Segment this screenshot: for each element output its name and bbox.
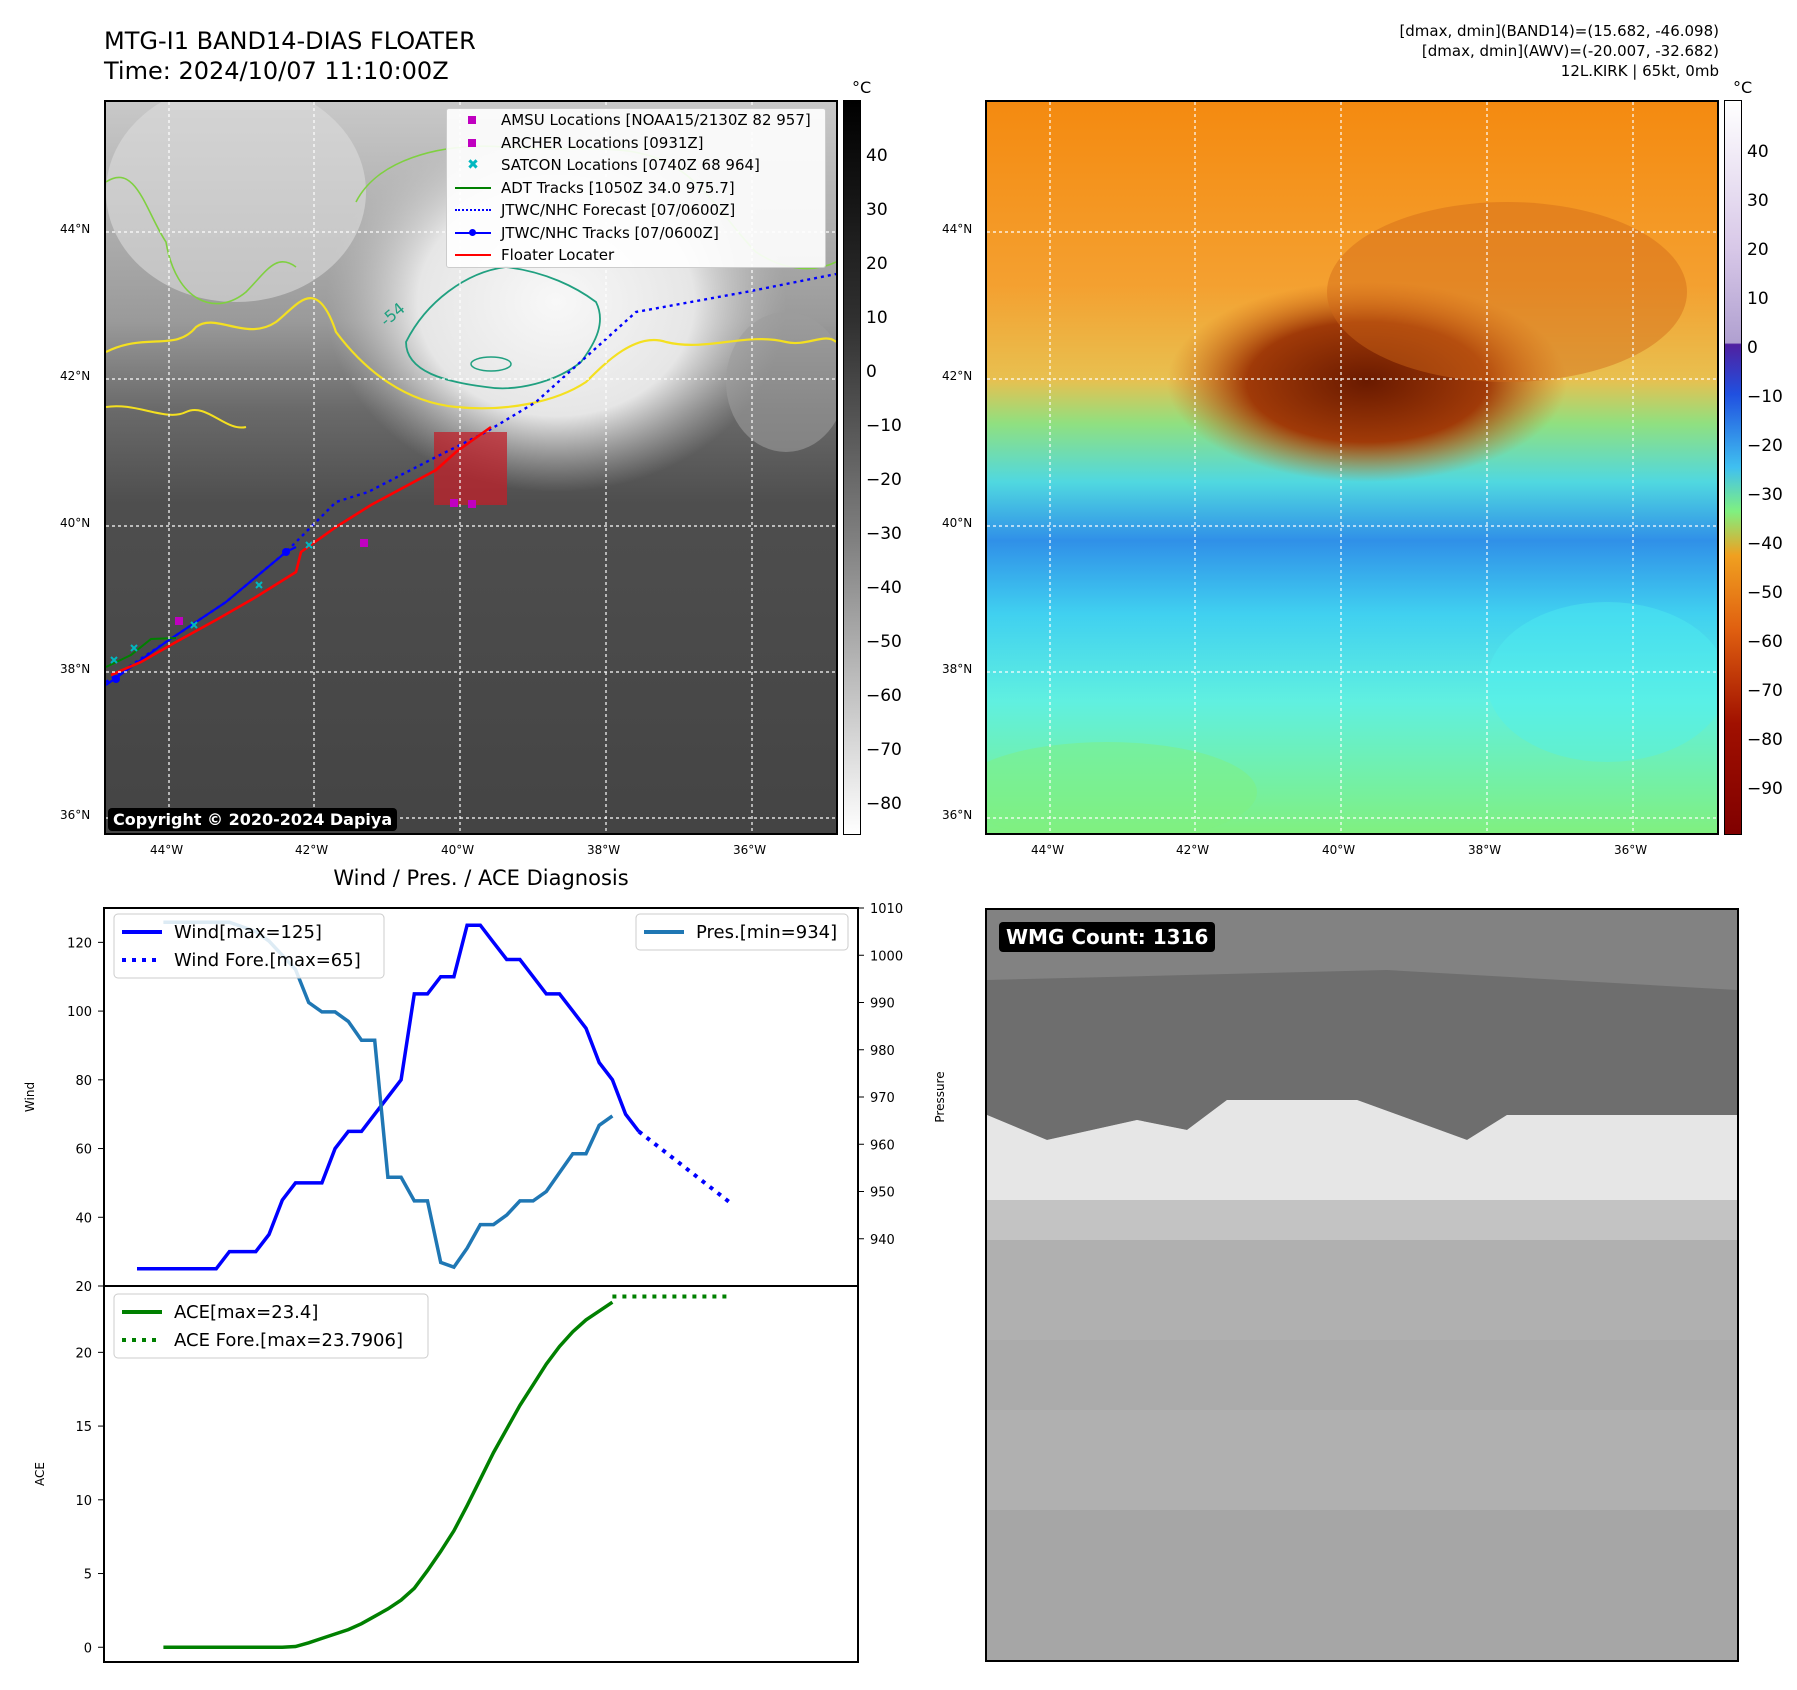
ir-colorbar bbox=[843, 100, 861, 835]
ace-ytick-label: 0 bbox=[84, 1641, 92, 1656]
wv-lat-38: 38°N bbox=[942, 662, 973, 676]
ace-ytick-label: 20 bbox=[75, 1346, 92, 1361]
yellow-contour bbox=[106, 297, 836, 410]
wind-ytick-label: 100 bbox=[67, 1005, 92, 1020]
ir-lat-40: 40°N bbox=[60, 516, 91, 530]
pressure-ytick-label: 940 bbox=[870, 1233, 895, 1248]
legend-archer: ARCHER Locations [0931Z] bbox=[447, 132, 825, 155]
wind-ytick-label: 20 bbox=[75, 1280, 92, 1295]
ace-legend-label: ACE[max=23.4] bbox=[174, 1302, 318, 1323]
ir-colorbar-ticks: 40 30 20 10 0 −10 −20 −30 −40 −50 −60 −7… bbox=[866, 146, 902, 814]
wv-colorbar-ticks: 40 30 20 10 0 −10 −20 −30 −40 −50 −60 −7… bbox=[1747, 142, 1783, 799]
wv-lon-44: 44°W bbox=[1031, 843, 1065, 857]
wv-colorbar-unit: °C bbox=[1733, 78, 1753, 97]
archer-marker bbox=[360, 539, 368, 547]
map-legend: AMSU Locations [NOAA15/2130Z 82 957] ARC… bbox=[446, 108, 826, 268]
wv-lon-36: 36°W bbox=[1614, 843, 1648, 857]
wv-lat-44: 44°N bbox=[942, 222, 973, 236]
ace-legend bbox=[113, 1293, 429, 1359]
wind-forecast-line bbox=[637, 1129, 733, 1206]
pressure-ytick-label: 960 bbox=[870, 1138, 895, 1153]
wv-map bbox=[987, 102, 1717, 833]
chart-time: Time: 2024/10/07 11:10:00Z bbox=[104, 57, 449, 85]
ace-legend-label: ACE Fore.[max=23.7906] bbox=[174, 1330, 403, 1351]
chart-title: MTG-I1 BAND14-DIAS FLOATER bbox=[104, 27, 476, 55]
teal-contour bbox=[405, 266, 601, 390]
info-awv: [dmax, dmin](AWV)=(-20.007, -32.682) bbox=[1421, 42, 1719, 60]
ace-axis-label: ACE bbox=[33, 1462, 47, 1486]
ace-ytick-label: 15 bbox=[75, 1420, 92, 1435]
ir-map-panel: -54 AMSU Locations [NOAA15/2130Z 82 bbox=[104, 100, 838, 835]
diagnosis-title: Wind / Pres. / ACE Diagnosis bbox=[333, 866, 629, 890]
legend-amsu: AMSU Locations [NOAA15/2130Z 82 957] bbox=[447, 109, 825, 132]
wv-lon-40: 40°W bbox=[1322, 843, 1356, 857]
wmg-image bbox=[987, 910, 1737, 1660]
ace-axes-frame bbox=[103, 1285, 859, 1663]
pressure-ytick-label: 1000 bbox=[870, 949, 903, 964]
wind-line bbox=[137, 923, 641, 1271]
adt-track bbox=[106, 637, 177, 668]
ir-lon-44: 44°W bbox=[150, 843, 184, 857]
floater-box bbox=[434, 432, 507, 505]
wind-legend-label: Wind[max=125] bbox=[174, 922, 322, 943]
ace-ytick-label: 5 bbox=[84, 1568, 92, 1583]
wind-legend-label: Wind Fore.[max=65] bbox=[174, 950, 361, 971]
wind-legend bbox=[113, 913, 385, 979]
wv-colorbar bbox=[1724, 100, 1742, 835]
legend-jtwc: JTWC/NHC Tracks [07/0600Z] bbox=[447, 222, 825, 245]
wind-ytick-label: 80 bbox=[75, 1074, 92, 1089]
wv-lat-36: 36°N bbox=[942, 808, 973, 822]
info-band14: [dmax, dmin](BAND14)=(15.682, -46.098) bbox=[1399, 22, 1719, 40]
ace-line bbox=[163, 1300, 614, 1650]
ir-colorbar-unit: °C bbox=[852, 78, 872, 97]
ir-lat-36: 36°N bbox=[60, 808, 91, 822]
copyright-badge: Copyright © 2020-2024 Dapiya bbox=[108, 808, 398, 831]
green-contour-west bbox=[106, 176, 297, 305]
wind-axis-label: Wind bbox=[23, 1082, 37, 1112]
ace-ytick-label: 10 bbox=[75, 1494, 92, 1509]
legend-adt: ADT Tracks [1050Z 34.0 975.7] bbox=[447, 177, 825, 200]
ir-lon-36: 36°W bbox=[733, 843, 767, 857]
ir-lon-42: 42°W bbox=[295, 843, 329, 857]
legend-floater: Floater Locater bbox=[447, 244, 825, 267]
ir-lat-44: 44°N bbox=[60, 222, 91, 236]
pressure-ytick-label: 980 bbox=[870, 1044, 895, 1059]
wv-lon-42: 42°W bbox=[1176, 843, 1210, 857]
wind-ytick-label: 60 bbox=[75, 1143, 92, 1158]
ir-lon-40: 40°W bbox=[441, 843, 475, 857]
wv-lat-40: 40°N bbox=[942, 516, 973, 530]
ir-lat-42: 42°N bbox=[60, 369, 91, 383]
pressure-ytick-label: 950 bbox=[870, 1186, 895, 1201]
yellow-contour-west bbox=[106, 405, 247, 429]
wind-ytick-label: 40 bbox=[75, 1211, 92, 1226]
pressure-ytick-label: 990 bbox=[870, 997, 895, 1012]
diagnosis-chart: 12010080604020Wind1010100099098097096095… bbox=[23, 902, 947, 1663]
wv-lat-42: 42°N bbox=[942, 369, 973, 383]
legend-satcon: ✖ SATCON Locations [0740Z 68 964] bbox=[467, 156, 760, 175]
floater-track bbox=[110, 425, 492, 677]
ir-lat-38: 38°N bbox=[60, 662, 91, 676]
wind-ytick-label: 120 bbox=[67, 936, 92, 951]
wv-map-panel bbox=[985, 100, 1719, 835]
pressure-axis-label: Pressure bbox=[933, 1071, 947, 1122]
wv-grid bbox=[987, 102, 1717, 833]
wv-lon-38: 38°W bbox=[1468, 843, 1502, 857]
pressure-legend bbox=[635, 913, 849, 951]
ir-lon-38: 38°W bbox=[587, 843, 621, 857]
pressure-ytick-label: 1010 bbox=[870, 902, 903, 917]
pressure-ytick-label: 970 bbox=[870, 1091, 895, 1106]
wmg-count-badge: WMG Count: 1316 bbox=[999, 922, 1216, 952]
amsu-marker bbox=[175, 617, 183, 625]
info-storm: 12L.KIRK | 65kt, 0mb bbox=[1560, 62, 1719, 80]
pressure-legend-label: Pres.[min=934] bbox=[696, 922, 837, 943]
wmg-panel: WMG Count: 1316 bbox=[985, 908, 1739, 1662]
legend-forecast: JTWC/NHC Forecast [07/0600Z] bbox=[447, 199, 825, 222]
